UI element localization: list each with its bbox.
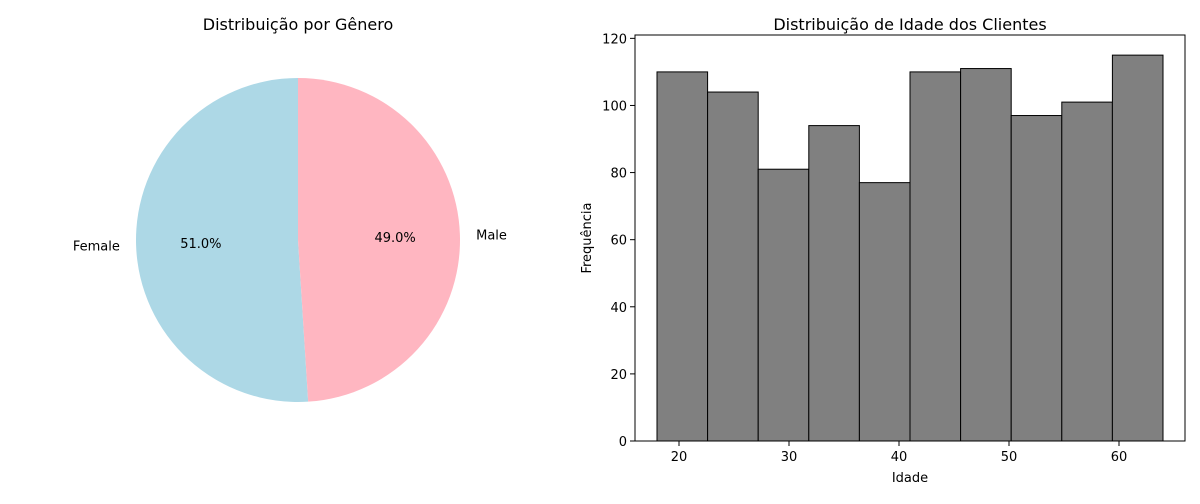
histogram-bars	[656, 54, 1164, 442]
x-tick-label: 60	[1111, 450, 1128, 465]
pie-label-male: Male	[476, 228, 507, 243]
pie-pct-label-male: 49.0%	[374, 231, 415, 246]
pie-slice-male	[298, 78, 460, 402]
histogram-bar	[707, 91, 759, 442]
pie-title: Distribuição por Gênero	[203, 15, 393, 34]
histogram-bar	[656, 71, 709, 442]
y-axis-ticks: 0 20 40 60 80 100 120	[602, 32, 635, 450]
x-tick-label: 50	[1001, 450, 1018, 465]
pie-slice-female	[135, 78, 309, 402]
histogram-bar	[960, 68, 1012, 442]
y-tick-label: 0	[619, 435, 627, 450]
x-axis-ticks: 20 30 40 50 60	[671, 441, 1128, 465]
y-tick-label: 20	[610, 368, 627, 383]
y-tick-label: 80	[610, 167, 627, 182]
y-axis-label: Frequência	[580, 202, 595, 273]
y-tick-label: 120	[602, 32, 627, 47]
gender-pie-chart: Distribuição por Gênero Female 51.0% Male 4…	[73, 15, 507, 402]
x-tick-label: 40	[891, 450, 908, 465]
x-tick-label: 30	[781, 450, 798, 465]
histogram-bar	[757, 168, 810, 442]
plot-frame	[634, 34, 1186, 442]
histogram-title: Distribuição de Idade dos Clientes	[773, 15, 1046, 34]
histogram-bar	[1010, 115, 1063, 442]
pie-pct-label-female: 51.0%	[180, 237, 221, 252]
histogram-bar	[1061, 101, 1113, 442]
histogram-bar	[909, 71, 962, 442]
pie-slices	[135, 78, 460, 402]
pie-labels: Female 51.0% Male 49.0%	[73, 228, 507, 254]
age-histogram: Distribuição de Idade dos Clientes 20 30 4…	[580, 15, 1186, 486]
x-axis-label: Idade	[892, 471, 928, 486]
pie-label-female: Female	[73, 240, 120, 255]
y-tick-label: 40	[610, 301, 627, 316]
y-tick-label: 100	[602, 99, 627, 114]
histogram-bar	[1111, 54, 1164, 442]
y-tick-label: 60	[610, 234, 627, 249]
histogram-bar	[808, 125, 860, 442]
histogram-bar	[858, 182, 911, 442]
x-tick-label: 20	[671, 450, 688, 465]
